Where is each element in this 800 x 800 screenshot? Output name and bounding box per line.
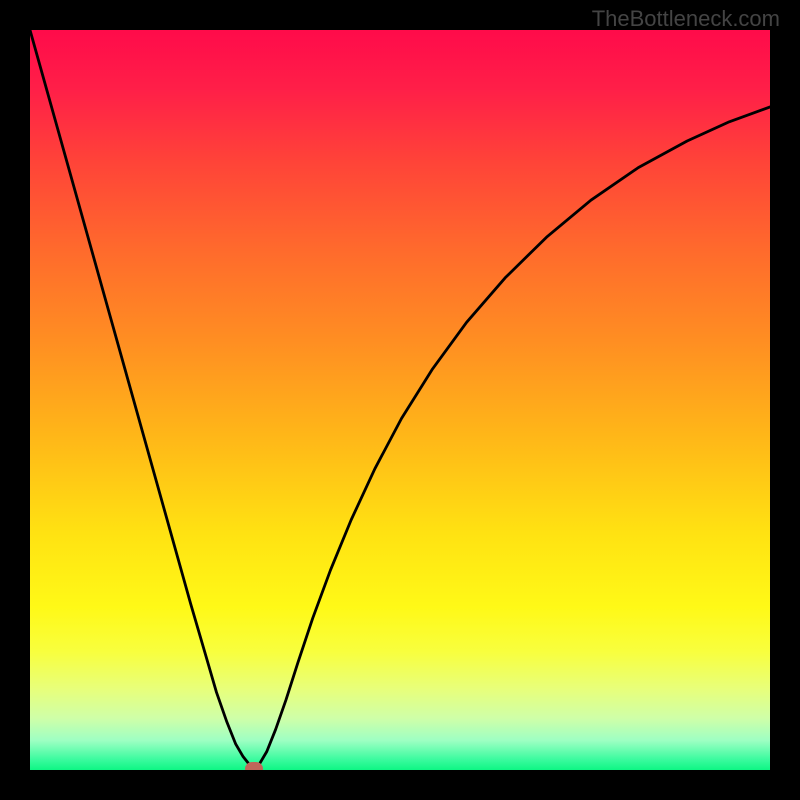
curve-svg <box>30 30 770 770</box>
chart-area <box>30 30 770 770</box>
watermark-text: TheBottleneck.com <box>592 6 780 32</box>
minimum-marker <box>245 762 263 770</box>
